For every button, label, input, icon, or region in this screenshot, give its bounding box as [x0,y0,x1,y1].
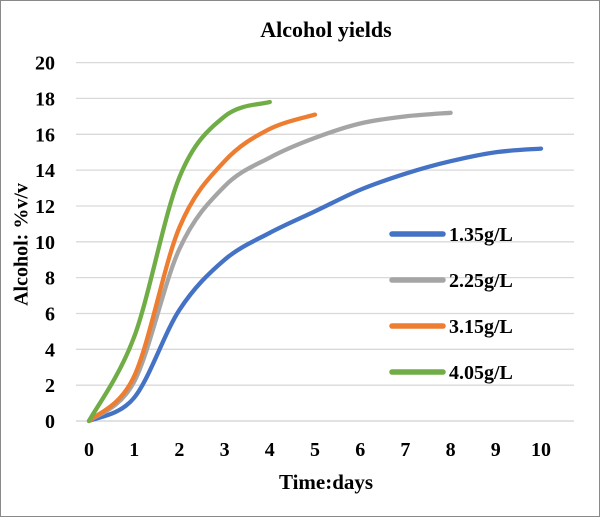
legend-label-1.35g/L: 1.35g/L [449,224,513,246]
series-line-3.15g/L [86,112,318,424]
x-tick-label: 3 [220,439,230,461]
x-tick-label: 9 [491,439,501,461]
x-tick-label: 4 [265,439,275,461]
y-tick-label: 0 [45,411,55,433]
series-line-1.35g/L [86,146,544,424]
x-tick-label: 10 [531,439,551,461]
legend-label-3.15g/L: 3.15g/L [449,316,513,338]
x-tick-label: 8 [446,439,456,461]
y-tick-label: 6 [45,304,55,326]
y-tick-label: 8 [45,268,55,290]
y-tick-label: 12 [35,196,55,218]
y-tick-label: 16 [35,124,55,146]
y-tick-label: 10 [35,232,55,254]
series-line-2.25g/L [86,110,453,424]
y-tick-label: 20 [35,53,55,75]
chart-title: Alcohol yields [260,17,392,42]
x-tick-label: 5 [310,439,320,461]
x-tick-label: 6 [355,439,365,461]
x-tick-label: 0 [84,439,94,461]
y-tick-label: 14 [35,160,55,182]
y-tick-label: 4 [45,339,55,361]
x-axis-title: Time:days [278,470,374,494]
legend-label-4.05g/L: 4.05g/L [449,362,513,384]
y-tick-label: 2 [45,375,55,397]
x-tick-label: 2 [174,439,184,461]
x-tick-label: 1 [129,439,139,461]
series-line-4.05g/L [86,99,272,424]
legend-label-2.25g/L: 2.25g/L [449,270,513,292]
y-tick-label: 18 [35,88,55,110]
x-tick-label: 7 [400,439,410,461]
